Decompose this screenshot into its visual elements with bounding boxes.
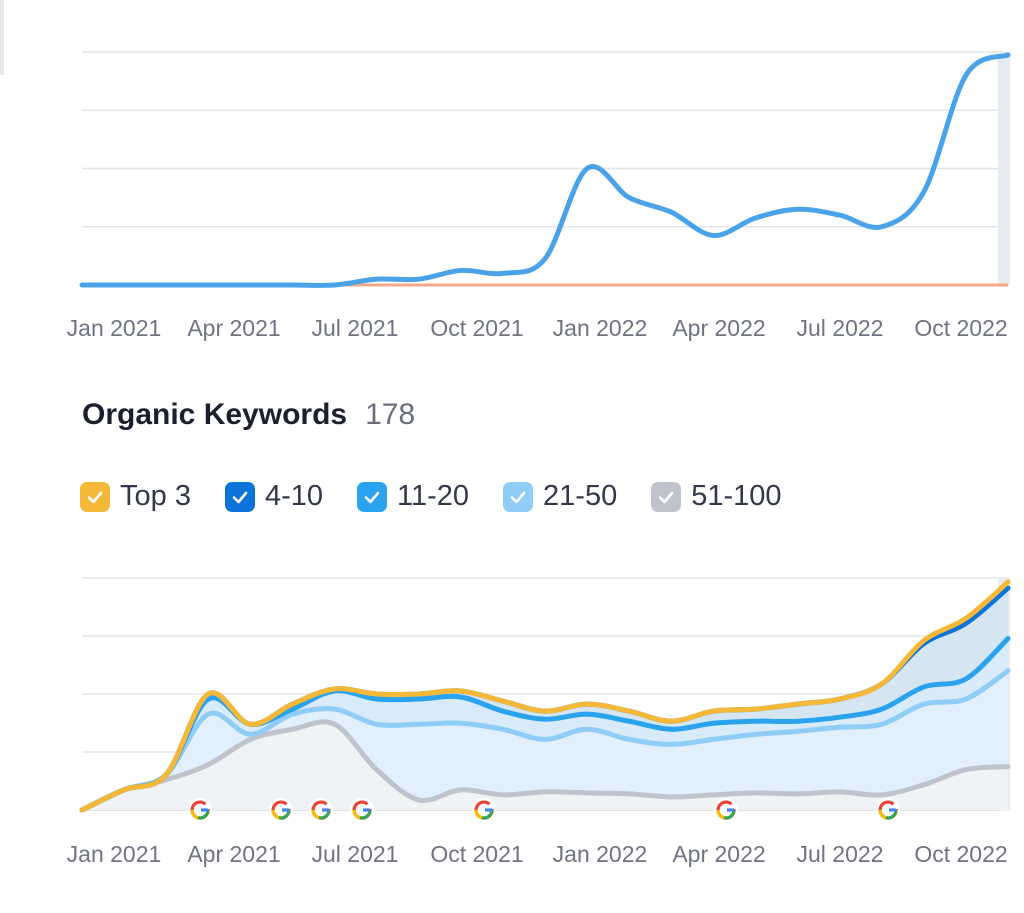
legend-11-20[interactable]: 11-20 [357, 480, 469, 513]
legend-label-4-10: 4-10 [264, 480, 323, 512]
organic-keywords-title: Organic Keywords [82, 398, 348, 431]
line-21-50 [79, 668, 1011, 813]
traffic-gridlines [82, 51, 1008, 286]
x-tick-label: Jul 2022 [797, 315, 884, 341]
legend-checkbox-4-10-icon[interactable] [224, 481, 255, 512]
x-tick-label: Apr 2021 [187, 841, 280, 867]
organic-keywords-header: Organic Keywords 178 [82, 398, 415, 438]
area-11-20 [82, 638, 1008, 810]
google-update-icon[interactable] [309, 798, 333, 822]
traffic-chart: Jan 2021 Apr 2021 Jul 2021 Oct 2021 Jan 2022… [67, 51, 1011, 341]
google-update-icon[interactable] [188, 798, 212, 822]
x-tick-label: Oct 2022 [914, 841, 1007, 867]
keywords-x-axis: Jan 2021 Apr 2021 Jul 2021 Oct 2021 Jan 2022… [67, 841, 1008, 867]
x-tick-label: Oct 2021 [430, 315, 523, 341]
google-update-markers [188, 798, 900, 822]
x-tick-label: Oct 2022 [914, 315, 1007, 341]
area-4-10 [82, 588, 1008, 810]
area-21-50 [82, 670, 1008, 810]
legend-51-100[interactable]: 51-100 [651, 480, 782, 513]
x-tick-label: Oct 2021 [430, 841, 523, 867]
x-tick-label: Jul 2022 [797, 841, 884, 867]
google-update-icon[interactable] [269, 798, 293, 822]
legend-checkbox-51-100-icon[interactable] [651, 481, 682, 512]
line-4-10 [79, 585, 1011, 813]
area-51-100 [82, 721, 1008, 810]
legend-checkbox-11-20-icon[interactable] [357, 481, 387, 512]
google-update-icon[interactable] [876, 798, 900, 822]
x-tick-label: Jan 2021 [67, 841, 162, 867]
x-tick-label: Jul 2021 [312, 841, 399, 867]
legend-label-51-100: 51-100 [691, 480, 782, 512]
x-tick-label: Apr 2021 [187, 315, 280, 341]
google-update-icon[interactable] [350, 798, 374, 822]
legend-label-top3: Top 3 [120, 480, 191, 512]
keywords-areas [82, 582, 1008, 810]
legend-checkbox-top3-icon[interactable] [80, 481, 110, 512]
legend-label-11-20: 11-20 [397, 480, 470, 512]
traffic-hover-band [998, 52, 1010, 285]
x-tick-label: Jul 2021 [312, 315, 399, 341]
x-tick-label: Jan 2022 [553, 315, 648, 341]
keywords-lines [79, 579, 1011, 813]
traffic-x-axis: Jan 2021 Apr 2021 Jul 2021 Oct 2021 Jan 2022… [67, 315, 1008, 341]
keywords-legend: Top 3 4-10 11-20 21-50 51-100 [80, 480, 782, 513]
legend-label-21-50: 21-50 [543, 480, 618, 512]
x-tick-label: Apr 2022 [672, 841, 765, 867]
legend-checkbox-21-50-icon[interactable] [503, 481, 534, 512]
google-update-icon[interactable] [714, 798, 738, 822]
x-tick-label: Jan 2022 [553, 841, 648, 867]
x-tick-label: Jan 2021 [67, 315, 162, 341]
organic-keywords-count: 178 [365, 398, 416, 431]
keywords-gridlines [82, 577, 1008, 811]
left-edge-divider [0, 0, 4, 75]
area-top-3 [82, 582, 1008, 810]
line-11-20 [79, 636, 1011, 813]
keywords-hover-band [998, 578, 1010, 811]
legend-top3[interactable]: Top 3 [80, 480, 191, 513]
legend-21-50[interactable]: 21-50 [503, 480, 617, 513]
google-update-icon[interactable] [472, 798, 496, 822]
traffic-series-line-blue [79, 52, 1011, 288]
line-51-100 [79, 719, 1011, 813]
legend-4-10[interactable]: 4-10 [224, 480, 323, 513]
x-tick-label: Apr 2022 [672, 315, 765, 341]
line-top-3 [79, 579, 1011, 813]
